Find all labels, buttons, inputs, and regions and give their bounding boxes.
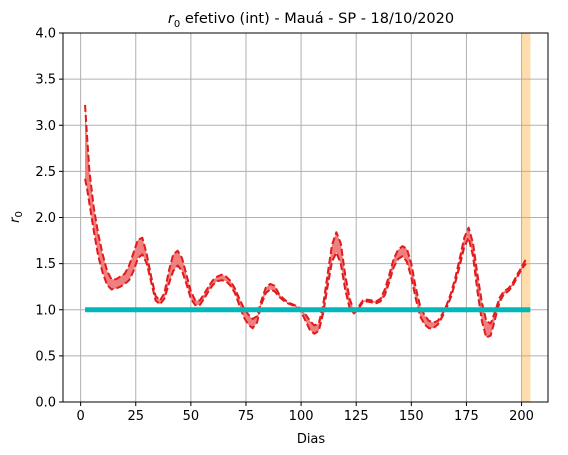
y-tick-label: 3.5 — [35, 73, 56, 88]
y-tick-label: 3.0 — [35, 119, 56, 134]
x-ticks: 0 25 50 75 100 125 150 175 200 — [76, 402, 534, 424]
x-tick-label: 175 — [454, 409, 479, 424]
y-tick-label: 0.0 — [35, 396, 56, 411]
line-layer — [84, 104, 531, 339]
chart-title: r0 efetivo (int) - Mauá - SP - 18/10/202… — [168, 11, 454, 30]
x-axis-label: Dias — [297, 432, 326, 447]
x-tick-label: 0 — [76, 409, 84, 424]
y-tick-label: 1.5 — [35, 257, 56, 272]
x-tick-label: 125 — [344, 409, 369, 424]
y-tick-label: 1.0 — [35, 303, 56, 318]
series-line-lower — [84, 178, 527, 339]
y-tick-label: 0.5 — [35, 349, 56, 364]
y-tick-label: 4.0 — [35, 27, 56, 42]
x-tick-label: 25 — [127, 409, 144, 424]
y-axis-label-symbol: r — [8, 216, 23, 223]
y-axis-label-subscript: 0 — [14, 211, 25, 217]
x-tick-label: 100 — [289, 409, 314, 424]
x-tick-label: 50 — [183, 409, 200, 424]
y-ticks: 0.0 0.5 1.0 1.5 2.0 2.5 3.0 3.5 4.0 — [35, 27, 63, 411]
chart-title-subscript: 0 — [174, 19, 180, 30]
chart-title-text: efetivo (int) - Mauá - SP - 18/10/2020 — [180, 11, 454, 27]
y-axis-label: r0 — [8, 211, 25, 223]
y-tick-label: 2.0 — [35, 211, 56, 226]
x-tick-label: 150 — [399, 409, 424, 424]
x-tick-label: 200 — [509, 409, 534, 424]
x-tick-label: 75 — [238, 409, 255, 424]
chart-title-symbol: r — [168, 11, 175, 27]
y-tick-label: 2.5 — [35, 165, 56, 180]
